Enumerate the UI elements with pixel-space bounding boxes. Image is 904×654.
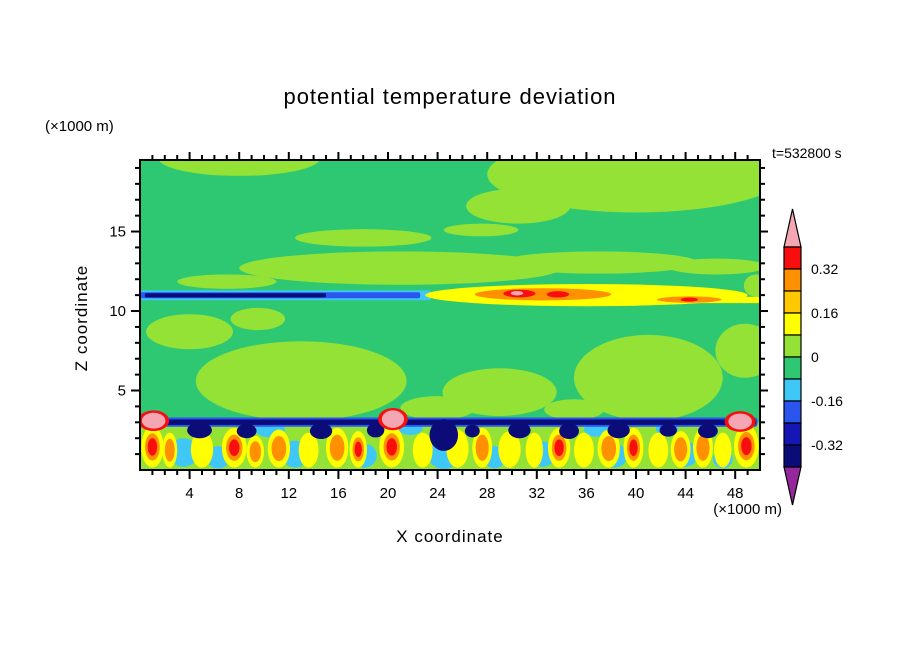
- colorbar-arrow-top: [783, 208, 802, 248]
- plot-frame-and-ticks: [131, 152, 768, 479]
- chart-title: potential temperature deviation: [283, 84, 617, 109]
- contour-field: [140, 160, 760, 470]
- colorbar-tick-label: 0.16: [811, 305, 838, 321]
- x-tick-label: 4: [185, 485, 193, 502]
- x-tick-label: 24: [429, 485, 446, 502]
- z-tick-label: 15: [109, 224, 126, 241]
- colorbar-segment: [783, 290, 802, 314]
- colorbar-segment: [783, 444, 802, 468]
- colorbar-segment: [783, 378, 802, 402]
- x-tick-label: 48: [727, 485, 744, 502]
- colorbar-segment: [783, 268, 802, 292]
- x-tick-label: 28: [479, 485, 496, 502]
- x-axis-title: X coordinate: [396, 527, 504, 546]
- z-axis-units-label: (×1000 m): [45, 118, 114, 135]
- colorbar-segment: [783, 400, 802, 424]
- time-stamp-label: t=532800 s: [772, 145, 842, 161]
- colorbar-arrow-bottom: [783, 466, 802, 506]
- z-tick-label: 5: [118, 383, 126, 400]
- colorbar-segment: [783, 422, 802, 446]
- colorbar-tick-label: -0.32: [811, 437, 843, 453]
- colorbar-segment: [783, 246, 802, 270]
- x-tick-label: 20: [380, 485, 397, 502]
- colorbar-segment: [783, 312, 802, 336]
- colorbar-tick-label: 0: [811, 349, 819, 365]
- x-tick-label: 36: [578, 485, 595, 502]
- colorbar: 0.32 0.16 0 -0.16 -0.32: [783, 208, 843, 506]
- colorbar-segment: [783, 334, 802, 358]
- x-tick-label: 40: [628, 485, 645, 502]
- x-tick-label: 44: [677, 485, 694, 502]
- z-tick-label: 10: [109, 303, 126, 320]
- x-tick-label: 16: [330, 485, 347, 502]
- x-tick-label: 32: [528, 485, 545, 502]
- x-tick-label: 12: [280, 485, 297, 502]
- x-axis-units-label: (×1000 m): [713, 501, 782, 518]
- colorbar-tick-label: -0.16: [811, 393, 843, 409]
- x-tick-label: 8: [235, 485, 243, 502]
- colorbar-tick-label: 0.32: [811, 261, 838, 277]
- colorbar-segment: [783, 356, 802, 380]
